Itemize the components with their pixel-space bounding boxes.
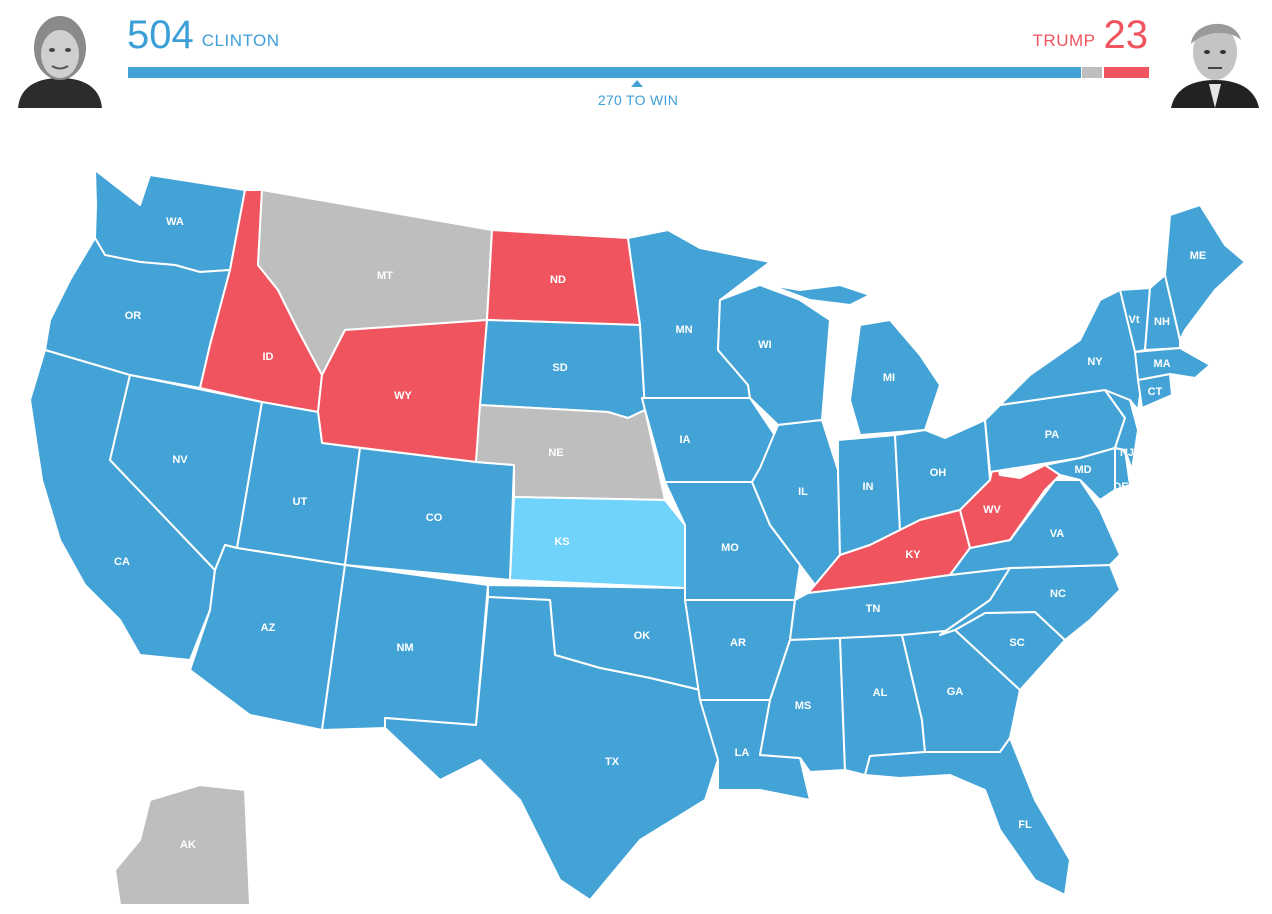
state-label-az: AZ bbox=[261, 622, 276, 634]
state-label-la: LA bbox=[735, 747, 750, 759]
state-label-va: VA bbox=[1050, 528, 1065, 540]
state-fl[interactable]: FL bbox=[864, 737, 1071, 896]
undecided-bar bbox=[1082, 67, 1102, 78]
state-label-ne: NE bbox=[548, 447, 563, 459]
state-de[interactable]: DE bbox=[1113, 447, 1131, 493]
state-nm[interactable]: NM bbox=[321, 564, 489, 731]
state-label-ut: UT bbox=[293, 496, 308, 508]
state-me[interactable]: ME bbox=[1164, 204, 1246, 341]
clinton-bar bbox=[128, 67, 1081, 78]
state-label-nh: NH bbox=[1154, 316, 1170, 328]
state-label-co: CO bbox=[426, 512, 443, 524]
state-label-nc: NC bbox=[1050, 588, 1066, 600]
state-label-sc: SC bbox=[1009, 637, 1024, 649]
clinton-tally: 504 CLINTON bbox=[127, 12, 280, 58]
state-nj[interactable]: NJ bbox=[1104, 389, 1139, 471]
results-header: 504 CLINTON TRUMP 23 270 TO WIN bbox=[0, 0, 1272, 130]
state-tx[interactable]: TX bbox=[384, 596, 719, 901]
state-nc[interactable]: NC bbox=[939, 564, 1121, 641]
state-wy[interactable]: WY bbox=[317, 319, 488, 463]
state-label-ar: AR bbox=[730, 637, 746, 649]
state-label-md: MD bbox=[1074, 464, 1091, 476]
state-mi[interactable]: MI bbox=[769, 284, 941, 436]
state-label-in: IN bbox=[863, 481, 874, 493]
state-label-ma: MA bbox=[1153, 358, 1170, 370]
state-co[interactable]: CO bbox=[344, 447, 515, 581]
state-label-ct: CT bbox=[1148, 386, 1163, 398]
state-label-wi: WI bbox=[758, 339, 771, 351]
state-ma[interactable]: MA bbox=[1134, 347, 1211, 381]
win-threshold-label: 270 TO WIN bbox=[597, 92, 679, 108]
state-label-ks: KS bbox=[554, 536, 569, 548]
state-label-nv: NV bbox=[172, 454, 188, 466]
state-label-pa: PA bbox=[1045, 429, 1060, 441]
state-ia[interactable]: IA bbox=[641, 397, 779, 483]
state-label-ny: NY bbox=[1087, 356, 1103, 368]
state-label-me: ME bbox=[1190, 250, 1207, 262]
state-label-nd: ND bbox=[550, 274, 566, 286]
state-label-mo: MO bbox=[721, 542, 739, 554]
state-md[interactable]: MD bbox=[1044, 447, 1116, 501]
state-label-wv: WV bbox=[983, 504, 1001, 516]
electoral-map: WA OR CA NV ID MT WY UT CO AZ NM bbox=[0, 130, 1272, 914]
state-label-wy: WY bbox=[394, 390, 412, 402]
state-ks[interactable]: KS bbox=[509, 496, 686, 589]
state-label-il: IL bbox=[798, 486, 808, 498]
trump-tally: TRUMP 23 bbox=[1033, 12, 1148, 58]
state-label-ga: GA bbox=[947, 686, 964, 698]
win-threshold-marker-icon bbox=[631, 80, 643, 87]
trump-name: TRUMP bbox=[1032, 31, 1096, 50]
state-label-vt: Vt bbox=[1129, 314, 1140, 326]
state-ak[interactable]: AK bbox=[114, 784, 251, 906]
state-label-or: OR bbox=[125, 310, 142, 322]
state-label-al: AL bbox=[873, 687, 888, 699]
state-label-oh: OH bbox=[930, 467, 947, 479]
state-il[interactable]: IL bbox=[751, 419, 841, 586]
state-ny[interactable]: NY bbox=[999, 289, 1143, 411]
state-label-fl: FL bbox=[1018, 819, 1032, 831]
state-label-mn: MN bbox=[675, 324, 692, 336]
state-label-nm: NM bbox=[396, 642, 413, 654]
clinton-portrait bbox=[10, 8, 110, 108]
state-label-ak: AK bbox=[180, 839, 196, 851]
state-label-id: ID bbox=[263, 351, 274, 363]
clinton-votes: 504 bbox=[127, 13, 194, 57]
state-label-ms: MS bbox=[795, 700, 812, 712]
state-label-mt: MT bbox=[377, 270, 393, 282]
state-label-ky: KY bbox=[905, 549, 921, 561]
trump-portrait bbox=[1165, 8, 1265, 108]
state-label-tn: TN bbox=[866, 603, 881, 615]
trump-bar bbox=[1104, 67, 1149, 78]
trump-votes: 23 bbox=[1103, 13, 1149, 57]
clinton-name: CLINTON bbox=[201, 31, 280, 50]
state-label-nj: NJ bbox=[1120, 447, 1134, 459]
state-ct[interactable]: CT bbox=[1137, 373, 1173, 409]
state-label-ca: CA bbox=[114, 556, 130, 568]
state-nd[interactable]: ND bbox=[486, 229, 641, 326]
state-label-ok: OK bbox=[634, 630, 651, 642]
state-label-wa: WA bbox=[166, 216, 184, 228]
state-label-mi: MI bbox=[883, 372, 895, 384]
state-label-de: DE bbox=[1113, 481, 1128, 493]
state-label-sd: SD bbox=[552, 362, 567, 374]
state-nh[interactable]: NH bbox=[1144, 274, 1181, 351]
state-sd[interactable]: SD bbox=[479, 319, 646, 419]
state-label-tx: TX bbox=[605, 756, 620, 768]
state-label-ia: IA bbox=[680, 434, 691, 446]
